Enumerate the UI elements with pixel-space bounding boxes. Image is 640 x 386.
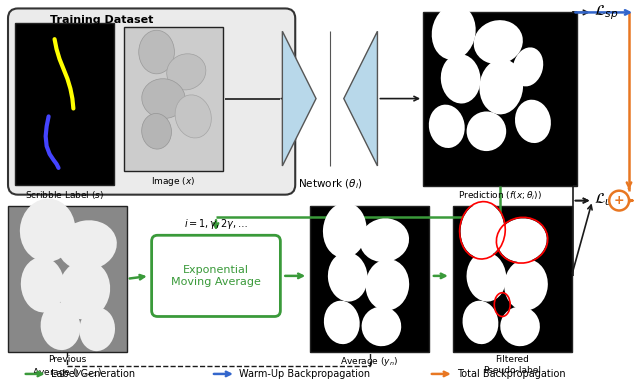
Ellipse shape xyxy=(328,252,367,301)
Bar xyxy=(423,12,577,186)
Ellipse shape xyxy=(461,203,504,258)
Ellipse shape xyxy=(467,112,506,151)
Ellipse shape xyxy=(142,79,185,119)
Ellipse shape xyxy=(166,54,206,90)
Ellipse shape xyxy=(323,203,367,258)
Bar xyxy=(452,206,572,352)
Bar xyxy=(124,27,223,171)
Ellipse shape xyxy=(362,306,401,346)
Text: $i = 1, \gamma, 2\gamma, \ldots$: $i = 1, \gamma, 2\gamma, \ldots$ xyxy=(184,217,248,231)
Ellipse shape xyxy=(360,218,409,262)
Text: Previous
Average ($y_{n-1}$): Previous Average ($y_{n-1}$) xyxy=(33,355,102,379)
Ellipse shape xyxy=(40,303,81,350)
Text: Image ($x$): Image ($x$) xyxy=(151,175,196,188)
Text: Exponential
Moving Average: Exponential Moving Average xyxy=(171,265,261,287)
Ellipse shape xyxy=(432,5,476,60)
Text: +: + xyxy=(614,194,625,207)
Ellipse shape xyxy=(429,105,465,148)
Text: Filtered
Pseudo-label: Filtered Pseudo-label xyxy=(483,355,541,374)
Text: Total Backpropagation: Total Backpropagation xyxy=(457,369,565,379)
Ellipse shape xyxy=(500,306,540,346)
Text: $\mathcal{L}_{up}$: $\mathcal{L}_{up}$ xyxy=(595,191,620,210)
Bar xyxy=(15,23,114,185)
Ellipse shape xyxy=(58,260,110,319)
Ellipse shape xyxy=(504,259,548,310)
Ellipse shape xyxy=(441,54,481,103)
Ellipse shape xyxy=(463,301,499,344)
Ellipse shape xyxy=(175,95,211,138)
Polygon shape xyxy=(344,31,378,166)
Text: Prediction ($f(x;\theta_i)$): Prediction ($f(x;\theta_i)$) xyxy=(458,190,541,202)
Ellipse shape xyxy=(79,308,115,351)
FancyBboxPatch shape xyxy=(152,235,280,317)
Text: $\mathcal{L}_{sp}$: $\mathcal{L}_{sp}$ xyxy=(595,3,619,22)
Text: Network ($\theta_i$): Network ($\theta_i$) xyxy=(298,178,362,191)
Text: Scribble Label ($s$): Scribble Label ($s$) xyxy=(25,189,104,201)
FancyBboxPatch shape xyxy=(8,8,295,195)
Ellipse shape xyxy=(58,220,117,270)
Ellipse shape xyxy=(21,257,65,313)
Text: Warm-Up Backpropagation: Warm-Up Backpropagation xyxy=(239,369,370,379)
Bar xyxy=(310,206,429,352)
Ellipse shape xyxy=(141,113,172,149)
Ellipse shape xyxy=(324,301,360,344)
Polygon shape xyxy=(282,31,316,166)
Ellipse shape xyxy=(515,100,551,143)
Ellipse shape xyxy=(474,20,523,64)
Circle shape xyxy=(609,191,629,210)
Ellipse shape xyxy=(20,199,76,262)
Ellipse shape xyxy=(139,30,175,74)
Ellipse shape xyxy=(467,252,506,301)
Ellipse shape xyxy=(497,218,547,262)
Ellipse shape xyxy=(513,47,543,86)
Ellipse shape xyxy=(365,259,409,310)
Text: Training Dataset: Training Dataset xyxy=(51,15,154,25)
Text: Label Generation: Label Generation xyxy=(51,369,135,379)
Text: Average ($y_n$): Average ($y_n$) xyxy=(340,355,399,368)
Ellipse shape xyxy=(479,59,523,114)
Bar xyxy=(8,206,127,352)
